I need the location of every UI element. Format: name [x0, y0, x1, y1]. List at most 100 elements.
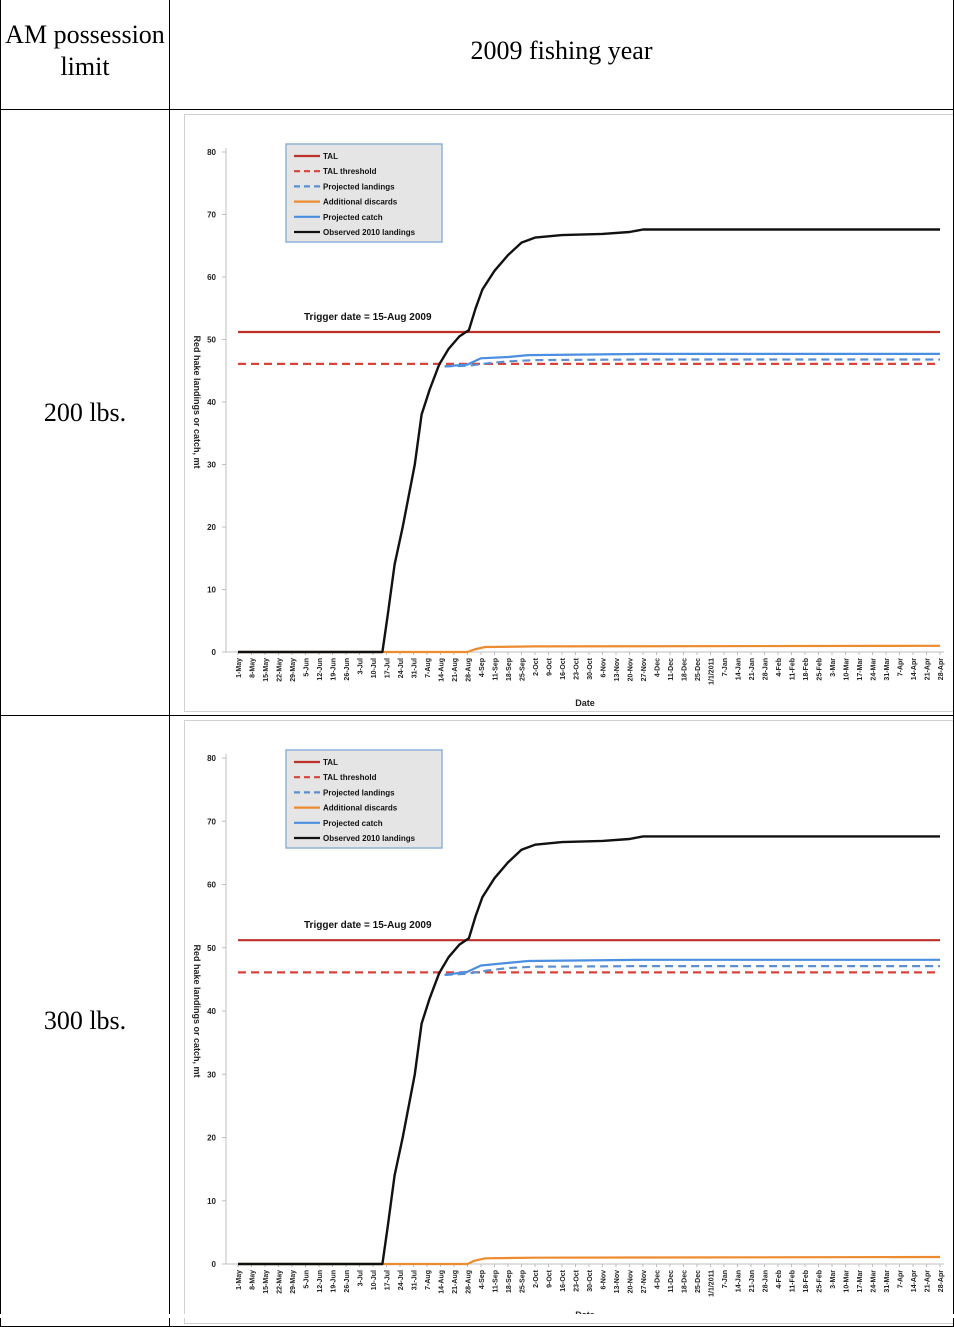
x-tick-label: 21-Aug: [452, 658, 459, 682]
y-tick-label: 70: [207, 211, 216, 220]
x-tick-label: 17-Mar: [857, 658, 864, 681]
x-tick-label: 27-Nov: [641, 1270, 648, 1293]
x-tick-label: 28-Aug: [466, 658, 473, 682]
x-tick-label: 10-Jul: [371, 658, 378, 678]
x-tick-label: 2-Oct: [533, 657, 540, 676]
x-tick-label: 7-Apr: [898, 658, 905, 677]
x-tick-label: 25-Feb: [817, 1270, 824, 1293]
x-tick-label: 11-Sep: [493, 1270, 500, 1293]
chart-cell: 0 10 20 30 40 50 60 70 80 1-May 8-May 15-May 22-May 2…: [169, 715, 954, 1327]
header-left-cell: AM possession limit: [0, 0, 170, 110]
x-tick-label: 10-Mar: [844, 658, 851, 681]
x-tick-label: 15-May: [263, 1270, 270, 1294]
series-line-observed-2010-landings: [238, 835, 940, 1266]
x-tick-label: 1/1/2011: [709, 658, 716, 685]
table-row: 200 lbs. 0 10 20 30 40 50 60 70 80 1-May 8-May 15-M…: [0, 109, 954, 716]
legend-label: Observed 2010 landings: [323, 834, 416, 843]
x-tick-label: 17-Mar: [857, 1270, 864, 1293]
row-label-cell: 200 lbs.: [0, 109, 170, 716]
x-tick-label: 21-Jan: [749, 1270, 756, 1292]
x-tick-label: 11-Feb: [790, 1270, 797, 1292]
x-tick-label: 25-Dec: [695, 1270, 702, 1293]
header-row: AM possession limit 2009 fishing year: [0, 0, 954, 110]
x-tick-label: 28-Jan: [763, 1270, 770, 1292]
chart-cell: 0 10 20 30 40 50 60 70 80 1-May 8-May 15-May 22-May 2…: [169, 109, 954, 716]
x-tick-label: 18-Sep: [506, 658, 513, 681]
trigger-date-annotation: Trigger date = 15-Aug 2009: [304, 312, 432, 323]
y-tick-label: 40: [207, 398, 216, 407]
x-tick-label: 3-Mar: [830, 1270, 837, 1289]
y-tick-label: 30: [207, 461, 216, 470]
x-tick-label: 4-Feb: [776, 1270, 783, 1289]
y-tick-label: 60: [207, 881, 216, 890]
x-tick-label: 19-Jun: [331, 1270, 338, 1293]
x-tick-label: 12-Jun: [317, 1270, 324, 1293]
x-tick-label: 14-Aug: [439, 1270, 446, 1294]
legend-label: Projected catch: [323, 819, 383, 828]
x-tick-label: 14-Jan: [736, 658, 743, 680]
x-tick-label: 21-Jan: [749, 658, 756, 680]
x-tick-label: 18-Sep: [506, 1270, 513, 1293]
trigger-date-annotation: Trigger date = 15-Aug 2009: [304, 920, 432, 931]
x-tick-label: 31-Jul: [412, 1270, 419, 1290]
x-tick-label: 11-Dec: [668, 658, 675, 681]
x-tick-label: 3-Mar: [830, 658, 837, 677]
x-tick-label: 28-Apr: [938, 1270, 945, 1292]
x-tick-label: 18-Dec: [682, 658, 689, 681]
series-line-additional-discards: [238, 644, 941, 654]
x-tick-label: 8-May: [250, 1270, 257, 1290]
y-tick-label: 80: [207, 754, 216, 763]
y-tick-label: 20: [207, 1134, 216, 1143]
x-tick-label: 18-Dec: [682, 1270, 689, 1293]
x-tick-label: 30-Oct: [587, 1269, 594, 1291]
x-tick-label: 10-Mar: [844, 1270, 851, 1293]
x-tick-label: 24-Jul: [398, 1270, 405, 1290]
x-tick-label: 6-Nov: [601, 1270, 608, 1290]
x-tick-label: 19-Jun: [331, 658, 338, 681]
x-tick-label: 5-Jun: [304, 1270, 311, 1289]
x-tick-label: 7-Jan: [722, 658, 729, 676]
x-tick-label: 27-Nov: [641, 658, 648, 681]
x-tick-label: 21-Apr: [925, 1270, 932, 1292]
legend-box: [285, 143, 443, 243]
legend-label: Projected landings: [323, 788, 395, 797]
x-tick-label: 22-May: [277, 1270, 284, 1294]
x-tick-label: 31-Jul: [412, 658, 419, 678]
series-line-additional-discards: [238, 1255, 941, 1266]
x-tick-label: 23-Oct: [574, 1269, 581, 1291]
row-label-cell: 300 lbs.: [0, 715, 170, 1327]
x-tick-label: 13-Nov: [614, 658, 621, 681]
y-tick-label: 60: [207, 273, 216, 282]
x-tick-label: 18-Feb: [803, 1270, 810, 1293]
series-line-projected-catch: [444, 958, 940, 976]
landings-chart-300: 0 10 20 30 40 50 60 70 80 1-May 8-May 15-May 22-May 2…: [184, 720, 953, 1324]
legend-label: Projected landings: [323, 182, 395, 191]
legend-label: Projected catch: [323, 213, 383, 222]
x-tick-label: 28-Jan: [763, 658, 770, 680]
x-tick-label: 16-Oct: [560, 1269, 567, 1291]
series-line-projected-landings: [444, 358, 940, 368]
x-tick-label: 29-May: [290, 1270, 297, 1294]
x-tick-label: 3-Jul: [358, 1270, 365, 1286]
x-tick-label: 17-Jul: [385, 1270, 392, 1290]
y-axis-title: Red hake landings or catch, mt: [192, 944, 202, 1077]
x-tick-label: 20-Nov: [628, 658, 635, 681]
x-tick-label: 31-Mar: [884, 658, 891, 681]
x-tick-label: 14-Aug: [439, 658, 446, 682]
x-tick-label: 16-Oct: [560, 657, 567, 679]
x-tick-label: 14-Jan: [736, 1270, 743, 1292]
x-tick-label: 4-Feb: [776, 658, 783, 677]
y-tick-label: 0: [212, 648, 217, 657]
x-tick-label: 24-Mar: [871, 1270, 878, 1293]
header-right-label: 2009 fishing year: [470, 35, 653, 65]
y-tick-label: 10: [207, 1197, 216, 1206]
legend-label: TAL: [323, 152, 338, 161]
page-bottom-edge: [0, 1314, 954, 1318]
x-tick-label: 28-Apr: [938, 658, 945, 680]
x-tick-label: 12-Jun: [317, 658, 324, 681]
x-tick-label: 26-Jun: [344, 1270, 351, 1293]
x-tick-label: 7-Aug: [425, 658, 432, 678]
x-tick-label: 11-Feb: [790, 658, 797, 680]
legend-label: TAL: [323, 758, 338, 767]
